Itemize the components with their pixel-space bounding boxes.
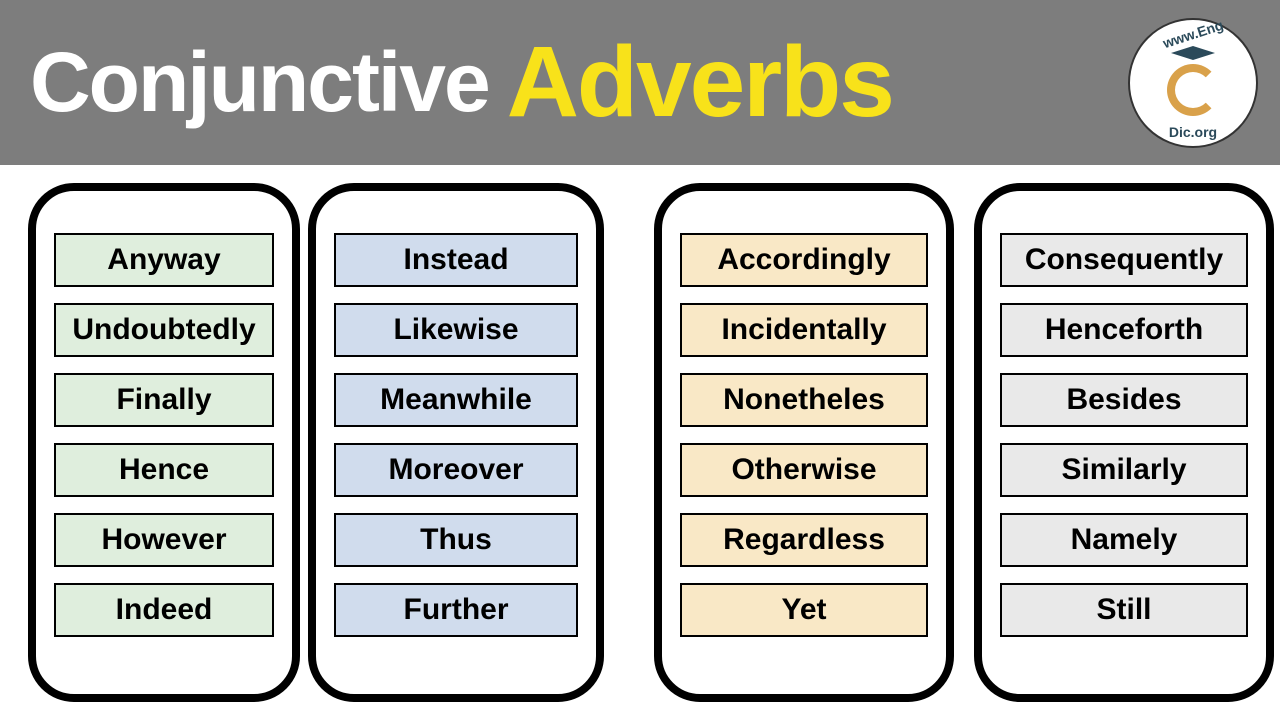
word-cell: Moreover: [334, 443, 578, 497]
logo-inner: www.Eng Dic.org: [1130, 20, 1256, 146]
word-column: Anyway Undoubtedly Finally Hence However Inde…: [28, 183, 300, 702]
word-cell: Still: [1000, 583, 1248, 637]
title-word-conjunctive: Conjunctive: [30, 34, 489, 131]
logo-text-bottom: Dic.org: [1130, 124, 1256, 140]
word-cell: Namely: [1000, 513, 1248, 567]
word-cell: Accordingly: [680, 233, 928, 287]
header: Conjunctive Adverbs www.Eng Dic.org: [0, 0, 1280, 165]
word-cell: Meanwhile: [334, 373, 578, 427]
word-cell: Undoubtedly: [54, 303, 274, 357]
word-column: Consequently Henceforth Besides Similarly Na…: [974, 183, 1274, 702]
word-cell: Otherwise: [680, 443, 928, 497]
title-word-adverbs: Adverbs: [507, 25, 893, 140]
word-cell: Nonetheles: [680, 373, 928, 427]
word-cell: Instead: [334, 233, 578, 287]
content-area: Anyway Undoubtedly Finally Hence However Inde…: [0, 165, 1280, 720]
word-cell: However: [54, 513, 274, 567]
word-cell: Similarly: [1000, 443, 1248, 497]
word-column: Accordingly Incidentally Nonetheles Otherwi…: [654, 183, 954, 702]
word-cell: Further: [334, 583, 578, 637]
graduation-cap-icon: [1171, 46, 1215, 60]
word-cell: Regardless: [680, 513, 928, 567]
word-cell: Indeed: [54, 583, 274, 637]
logo-e-icon: [1167, 64, 1219, 116]
word-cell: Besides: [1000, 373, 1248, 427]
word-cell: Likewise: [334, 303, 578, 357]
word-cell: Incidentally: [680, 303, 928, 357]
word-cell: Hence: [54, 443, 274, 497]
word-cell: Consequently: [1000, 233, 1248, 287]
word-cell: Finally: [54, 373, 274, 427]
logo-badge: www.Eng Dic.org: [1128, 18, 1258, 148]
word-column: Instead Likewise Meanwhile Moreover Thus Furt…: [308, 183, 604, 702]
word-cell: Thus: [334, 513, 578, 567]
word-cell: Anyway: [54, 233, 274, 287]
word-cell: Yet: [680, 583, 928, 637]
word-cell: Henceforth: [1000, 303, 1248, 357]
